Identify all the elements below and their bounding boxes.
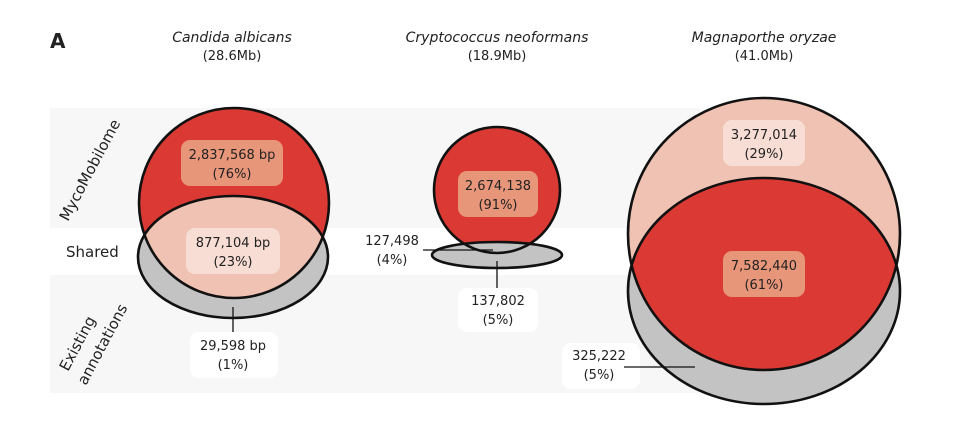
value-label: 325,222 bbox=[572, 349, 626, 364]
pct-label: (91%) bbox=[478, 198, 517, 213]
genome-size: (41.0Mb) bbox=[735, 49, 794, 64]
genome-size: (28.6Mb) bbox=[203, 49, 262, 64]
value-label: 137,802 bbox=[471, 294, 525, 309]
value-label: 7,582,440 bbox=[731, 259, 797, 274]
pct-label: (29%) bbox=[744, 147, 783, 162]
pct-label: (1%) bbox=[218, 358, 249, 373]
venn-candida: 2,837,568 bp (76%) 877,104 bp (23%) 29,5… bbox=[136, 106, 331, 378]
pct-label: (4%) bbox=[377, 253, 408, 268]
value-label: 877,104 bp bbox=[196, 236, 270, 251]
species-title: Magnaporthe oryzae bbox=[692, 30, 837, 46]
pct-label: (5%) bbox=[584, 368, 615, 383]
value-label: 2,674,138 bbox=[465, 179, 531, 194]
value-label: 29,598 bp bbox=[200, 339, 266, 354]
species-title: Cryptococcus neoformans bbox=[406, 30, 589, 46]
row-label-shared: Shared bbox=[66, 243, 119, 261]
value-label: 3,277,014 bbox=[731, 128, 797, 143]
pct-label: (5%) bbox=[483, 313, 514, 328]
value-label: 2,837,568 bp bbox=[189, 148, 276, 163]
genome-size: (18.9Mb) bbox=[468, 49, 527, 64]
existing-set bbox=[432, 242, 562, 268]
venn-magnaporthe: 3,277,014 (29%) 7,582,440 (61%) 325,222 … bbox=[562, 96, 902, 406]
pct-label: (76%) bbox=[212, 167, 251, 182]
panel-label: A bbox=[50, 29, 66, 53]
value-label: 127,498 bbox=[365, 234, 419, 249]
shared-region bbox=[628, 178, 900, 370]
pct-label: (23%) bbox=[213, 255, 252, 270]
species-title: Candida albicans bbox=[172, 30, 292, 46]
pct-label: (61%) bbox=[744, 278, 783, 293]
venn-cryptococcus: 2,674,138 (91%) 127,498 (4%) 137,802 (5%… bbox=[365, 125, 564, 332]
